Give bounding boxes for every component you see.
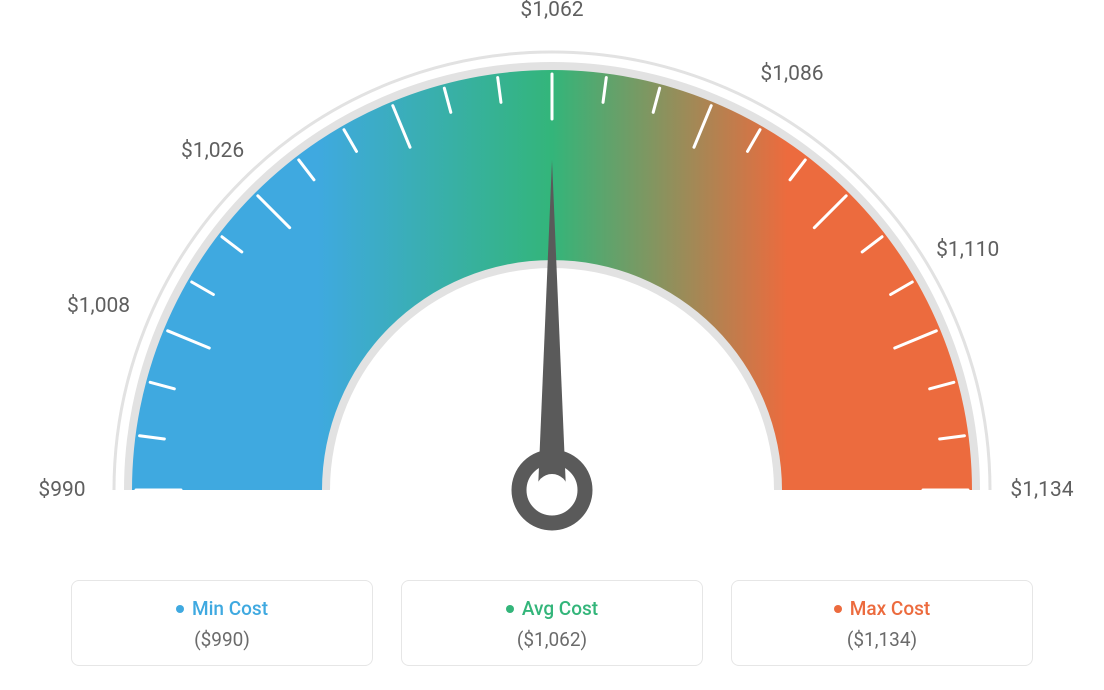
tick-label: $1,062: [520, 0, 583, 22]
legend-title-min-text: Min Cost: [192, 597, 268, 620]
legend-card-avg: Avg Cost ($1,062): [401, 580, 703, 666]
legend-value-max: ($1,134): [732, 628, 1032, 651]
legend-dot-max: [834, 605, 842, 613]
legend-title-min: Min Cost: [72, 597, 372, 620]
legend-value-min: ($990): [72, 628, 372, 651]
tick-label: $1,008: [67, 294, 130, 318]
legend-card-max: Max Cost ($1,134): [731, 580, 1033, 666]
tick-label: $1,026: [181, 139, 244, 163]
legend-title-max-text: Max Cost: [850, 597, 930, 620]
tick-label: $1,086: [760, 62, 823, 86]
legend-title-avg: Avg Cost: [402, 597, 702, 620]
legend-dot-min: [176, 605, 184, 613]
legend-title-avg-text: Avg Cost: [522, 597, 598, 620]
gauge-area: $990 $1,008 $1,026 $1,062 $1,086 $1,110 $1,134: [0, 0, 1104, 560]
gauge-svg: [0, 0, 1104, 560]
legend-title-max: Max Cost: [732, 597, 1032, 620]
tick-label: $1,134: [1010, 478, 1073, 502]
legend-dot-avg: [506, 605, 514, 613]
legend-row: Min Cost ($990) Avg Cost ($1,062) Max Co…: [0, 580, 1104, 666]
legend-card-min: Min Cost ($990): [71, 580, 373, 666]
tick-label: $990: [38, 478, 85, 502]
cost-gauge-chart: $990 $1,008 $1,026 $1,062 $1,086 $1,110 $1,134…: [0, 0, 1104, 690]
legend-value-avg: ($1,062): [402, 628, 702, 651]
tick-label: $1,110: [936, 238, 999, 262]
